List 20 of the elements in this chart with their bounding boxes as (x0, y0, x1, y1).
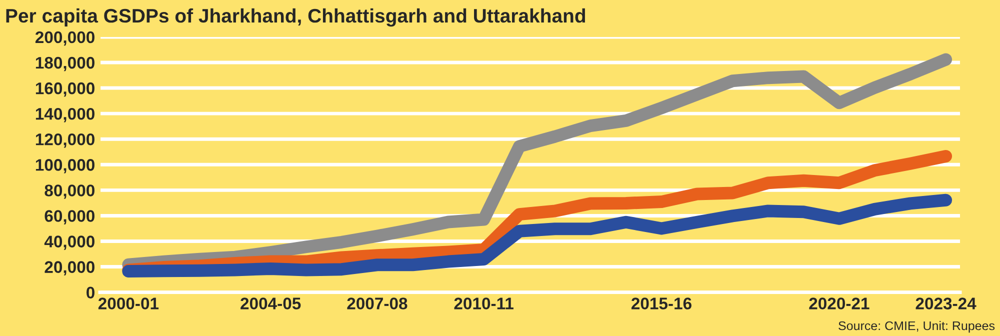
y-tick-label: 140,000 (36, 108, 94, 122)
y-tick-label: 40,000 (44, 236, 94, 250)
y-tick-label: 160,000 (36, 82, 94, 97)
y-tick-label: 0 (86, 286, 94, 299)
x-tick-label: 2000-01 (98, 298, 159, 310)
chart-title: Per capita GSDPs of Jharkhand, Chhattisgarh and Uttarakhand (6, 8, 586, 27)
x-tick-label: 2020-21 (809, 298, 870, 310)
y-tick-label: 80,000 (44, 184, 94, 199)
x-tick-label: 2004-05 (240, 298, 301, 310)
x-tick-label: 2023-24 (916, 298, 976, 310)
y-tick-label: 20,000 (44, 261, 94, 276)
y-tick-label: 100,000 (36, 159, 94, 174)
y-tick-label: 200,000 (35, 31, 94, 46)
y-tick-label: 120,000 (36, 134, 94, 148)
y-tick-label: 180,000 (36, 56, 94, 72)
source-note: Source: CMIE, Unit: Rupees (838, 320, 995, 333)
x-tick-label: 2007-08 (347, 298, 408, 310)
x-tick-label: 2015-16 (631, 298, 692, 310)
x-tick-label: 2010-11 (454, 298, 514, 310)
y-tick-label: 60,000 (44, 210, 94, 224)
